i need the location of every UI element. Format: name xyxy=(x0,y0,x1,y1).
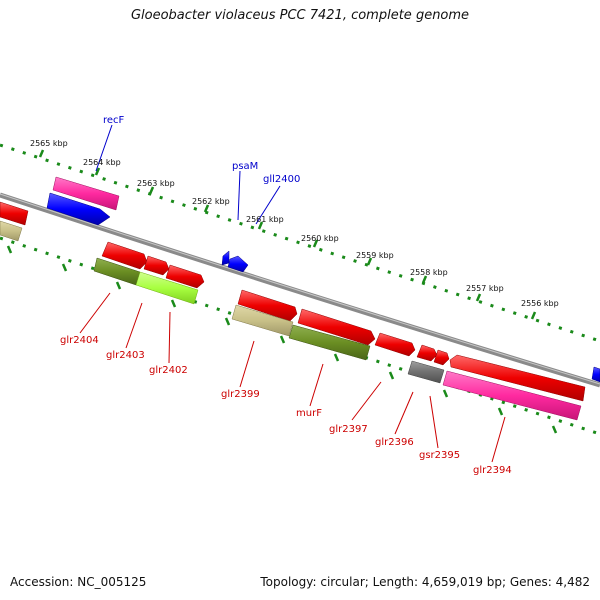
gene-glr2396[interactable] xyxy=(416,344,438,362)
gene-gray-2396[interactable] xyxy=(407,360,445,384)
accession-label: Accession: NC_005125 xyxy=(10,575,147,589)
callout-lines-top xyxy=(95,124,281,225)
gene-label-glr2396[interactable]: glr2396 xyxy=(375,437,414,448)
scale-label: 2562 kbp xyxy=(192,197,230,206)
scale-label: 2565 kbp xyxy=(30,139,68,148)
gene-label-glr2399[interactable]: glr2399 xyxy=(221,389,260,400)
outer-major-ticks xyxy=(38,149,537,320)
scale-label: 2561 kbp xyxy=(246,215,284,224)
gene-khaki-left-edge[interactable] xyxy=(0,220,23,242)
gene-glr2404[interactable] xyxy=(101,241,148,270)
gene-gsr2395[interactable] xyxy=(433,349,450,366)
scale-label: 2560 kbp xyxy=(301,234,339,243)
gene-label-glr2402[interactable]: glr2402 xyxy=(149,365,188,376)
gene-blue-right-edge[interactable] xyxy=(591,366,600,383)
gene-label-glr2403[interactable]: glr2403 xyxy=(106,350,145,361)
gene-label-gll2400[interactable]: gll2400 xyxy=(263,174,300,185)
scale-label: 2564 kbp xyxy=(83,158,121,167)
genome-backbone-highlight xyxy=(0,193,600,385)
gene-glr2403[interactable] xyxy=(143,255,170,276)
gene-glr2397[interactable] xyxy=(374,332,416,357)
gene-murF[interactable] xyxy=(297,308,376,346)
genome-backbone xyxy=(0,192,600,388)
scale-label: 2563 kbp xyxy=(137,179,175,188)
gene-label-glr2394[interactable]: glr2394 xyxy=(473,465,512,476)
gene-olive-murF[interactable] xyxy=(288,324,371,361)
gene-magenta-2394[interactable] xyxy=(442,370,582,421)
gene-label-glr2404[interactable]: glr2404 xyxy=(60,335,99,346)
callout-lines-bottom xyxy=(79,292,506,463)
gene-lime-2403[interactable] xyxy=(135,271,199,305)
scale-label: 2558 kbp xyxy=(410,268,448,277)
gene-label-glr2397[interactable]: glr2397 xyxy=(329,424,368,435)
page-title: Gloeobacter violaceus PCC 7421, complete… xyxy=(130,8,470,23)
gene-red-left-edge[interactable] xyxy=(0,201,29,226)
gene-label-psaM[interactable]: psaM xyxy=(232,161,258,172)
inner-major-ticks xyxy=(6,245,558,434)
gene-glr2399[interactable] xyxy=(237,289,298,322)
gene-glr2394[interactable] xyxy=(449,354,586,402)
gene-psaM[interactable] xyxy=(221,250,230,266)
gene-magenta-outer[interactable] xyxy=(52,176,120,211)
gene-gll2400[interactable] xyxy=(227,255,249,273)
gene-khaki-2399[interactable] xyxy=(231,304,294,337)
gene-recF-arrow[interactable] xyxy=(46,192,111,226)
gene-label-gsr2395[interactable]: gsr2395 xyxy=(419,450,460,461)
genome-summary: Topology: circular; Length: 4,659,019 bp… xyxy=(260,575,590,589)
gene-label-recF[interactable]: recF xyxy=(103,115,125,126)
scale-label: 2557 kbp xyxy=(466,284,504,293)
scale-label: 2559 kbp xyxy=(356,251,394,260)
gene-label-murF[interactable]: murF xyxy=(296,408,322,419)
scale-label: 2556 kbp xyxy=(521,299,559,308)
gene-glr2402[interactable] xyxy=(165,264,205,289)
